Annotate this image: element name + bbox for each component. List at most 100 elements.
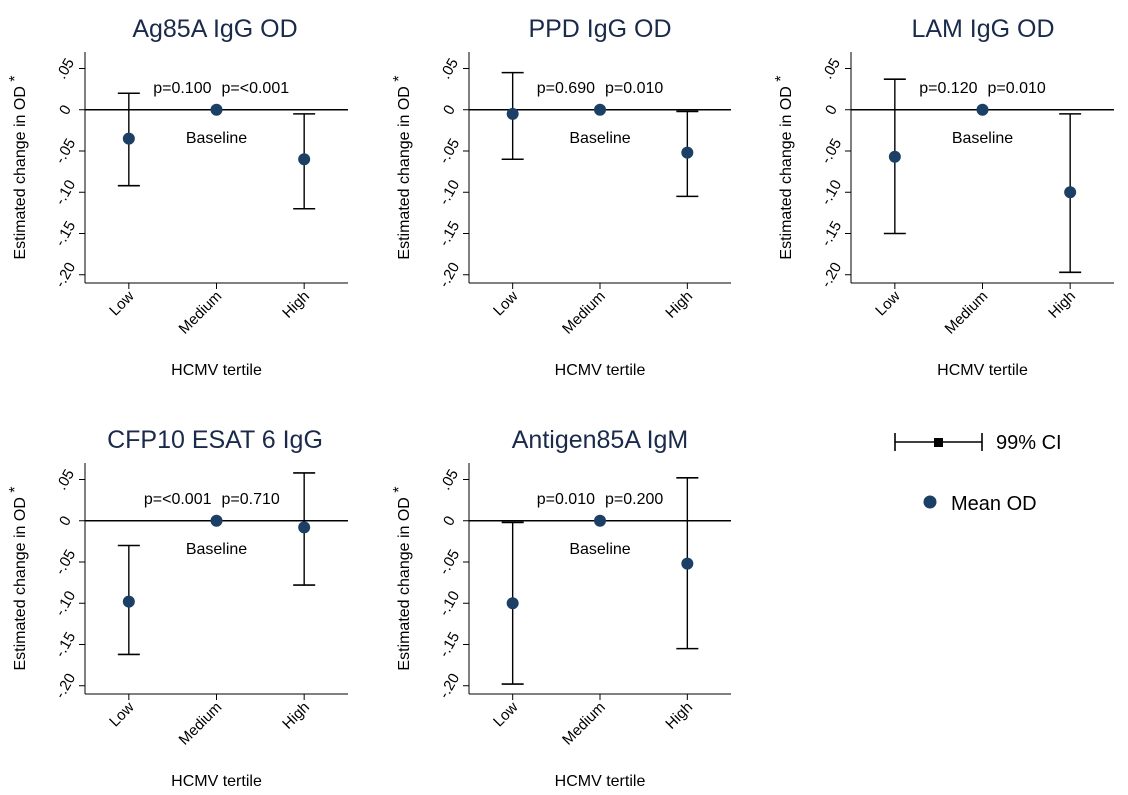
y-tick-label: -.05 [818, 136, 846, 167]
y-tick-label: -.05 [52, 547, 80, 578]
x-tick-label-high: High [279, 699, 313, 733]
mean-point [210, 103, 223, 116]
baseline-label: Baseline [569, 541, 630, 558]
mean-point [681, 146, 694, 159]
y-axis-title: Estimated change in OD * [391, 75, 413, 259]
panel-title: PPD IgG OD [528, 15, 671, 43]
legend: 99% CI Mean OD [894, 432, 1062, 515]
y-tick-label: -.10 [52, 177, 80, 208]
y-tick-label: -.15 [52, 629, 80, 660]
y-tick-label: -.10 [818, 177, 846, 208]
panel-2: PPD IgG OD .05 0 -.05 -.10 -.15 -.20 Estimated … [391, 15, 731, 379]
y-tick-label: 0 [822, 102, 841, 118]
legend-mean-label: Mean OD [951, 493, 1037, 515]
panel-title: CFP10 ESAT 6 IgG [107, 426, 323, 454]
p-value-high: p=0.200 [605, 491, 663, 508]
p-value-low: p=0.010 [537, 491, 595, 508]
y-axis-title: Estimated change in OD * [391, 486, 413, 670]
mean-point [122, 595, 135, 608]
panel-title: LAM IgG OD [911, 15, 1054, 43]
x-tick-label-medium: Medium [176, 288, 226, 338]
baseline-label: Baseline [952, 130, 1013, 147]
y-tick-label: -.05 [436, 547, 464, 578]
y-tick-label: .05 [53, 466, 78, 493]
x-tick-label-low: Low [106, 699, 138, 731]
legend-mean-marker-icon [923, 495, 937, 509]
panel-4: CFP10 ESAT 6 IgG .05 0 -.05 -.10 -.15 -.20 Esti… [7, 426, 348, 790]
y-tick-label: -.15 [818, 218, 846, 249]
p-value-high: p=0.010 [988, 80, 1046, 97]
x-axis-title: HCMV tertile [171, 773, 262, 790]
x-axis-title: HCMV tertile [555, 773, 646, 790]
y-tick-label: 0 [440, 513, 459, 529]
mean-point [888, 150, 901, 163]
y-tick-label: .05 [53, 55, 78, 82]
x-axis-title: HCMV tertile [171, 362, 262, 379]
panel-5: Antigen85A IgM .05 0 -.05 -.10 -.15 -.20 Estima… [391, 426, 731, 790]
y-tick-label: -.10 [436, 588, 464, 619]
y-tick-label: 0 [56, 102, 75, 118]
p-value-low: p=0.690 [537, 80, 595, 97]
p-value-low: p=<0.001 [144, 491, 212, 508]
y-tick-label: -.05 [436, 136, 464, 167]
y-tick-label: -.20 [52, 671, 80, 702]
x-tick-label-high: High [662, 288, 696, 322]
p-value-low: p=0.100 [153, 80, 211, 97]
x-tick-label-low: Low [106, 288, 138, 320]
panels: Ag85A IgG OD .05 0 -.05 -.10 -.15 -.20 Estimate… [7, 15, 1114, 790]
y-tick-label: 0 [56, 513, 75, 529]
y-tick-label: -.20 [818, 260, 846, 291]
x-tick-label-high: High [1045, 288, 1079, 322]
x-tick-label-low: Low [490, 699, 522, 731]
x-tick-label-medium: Medium [559, 699, 609, 749]
baseline-label: Baseline [186, 130, 247, 147]
mean-point [122, 132, 135, 145]
y-axis-title: Estimated change in OD * [7, 75, 29, 259]
y-tick-label: .05 [437, 466, 462, 493]
x-tick-label-medium: Medium [176, 699, 226, 749]
x-tick-label-high: High [279, 288, 313, 322]
baseline-label: Baseline [569, 130, 630, 147]
y-tick-label: -.15 [52, 218, 80, 249]
x-axis-title: HCMV tertile [555, 362, 646, 379]
x-tick-label-low: Low [872, 288, 904, 320]
y-tick-label: -.20 [52, 260, 80, 291]
x-tick-label-medium: Medium [559, 288, 609, 338]
p-value-high: p=0.710 [222, 491, 280, 508]
x-tick-label-low: Low [490, 288, 522, 320]
mean-point [976, 103, 989, 116]
mean-point [298, 153, 311, 166]
y-tick-label: -.10 [52, 588, 80, 619]
y-axis-title: Estimated change in OD * [7, 486, 29, 670]
x-axis-title: HCMV tertile [937, 362, 1028, 379]
mean-point [681, 557, 694, 570]
y-tick-label: .05 [819, 55, 844, 82]
legend-ci-label: 99% CI [996, 432, 1062, 454]
y-tick-label: -.20 [436, 260, 464, 291]
panel-3: LAM IgG OD .05 0 -.05 -.10 -.15 -.20 Estimated … [773, 15, 1114, 379]
p-value-high: p=<0.001 [222, 80, 290, 97]
y-axis-title: Estimated change in OD * [773, 75, 795, 259]
p-value-high: p=0.010 [605, 80, 663, 97]
y-tick-label: -.05 [52, 136, 80, 167]
y-tick-label: 0 [440, 102, 459, 118]
x-tick-label-high: High [662, 699, 696, 733]
x-tick-label-medium: Medium [942, 288, 992, 338]
baseline-label: Baseline [186, 541, 247, 558]
mean-point [210, 514, 223, 527]
mean-point [594, 103, 606, 116]
y-tick-label: .05 [437, 55, 462, 82]
mean-point [506, 597, 519, 610]
p-value-low: p=0.120 [919, 80, 977, 97]
y-tick-label: -.15 [436, 218, 464, 249]
panel-1: Ag85A IgG OD .05 0 -.05 -.10 -.15 -.20 Estimate… [7, 15, 348, 379]
panel-title: Ag85A IgG OD [132, 15, 297, 43]
y-tick-label: -.10 [436, 177, 464, 208]
mean-point [506, 107, 519, 120]
mean-point [594, 514, 606, 527]
y-tick-label: -.20 [436, 671, 464, 702]
legend-ci-square-icon [934, 438, 943, 447]
y-tick-label: -.15 [436, 629, 464, 660]
mean-point [1064, 186, 1077, 199]
